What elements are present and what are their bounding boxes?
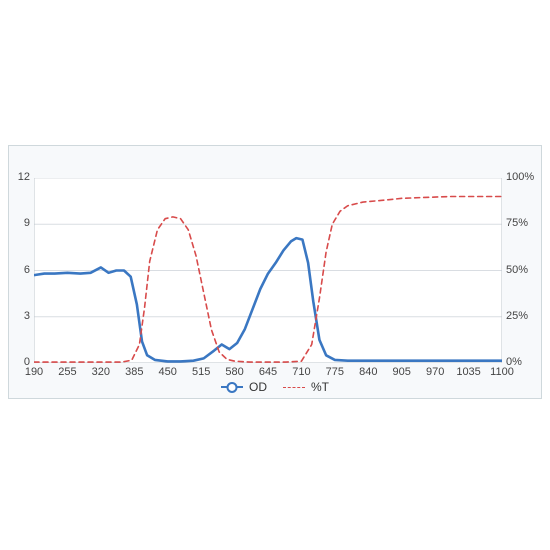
tick-label: 515 [192, 366, 210, 378]
tick-label: 385 [125, 366, 143, 378]
tick-label: 255 [58, 366, 76, 378]
tick-label: 50% [506, 264, 528, 276]
tick-label: 12 [18, 171, 30, 183]
tick-label: 710 [292, 366, 310, 378]
legend-swatch-t [283, 387, 305, 388]
legend-label-t: %T [311, 380, 329, 394]
legend-swatch-od [221, 386, 243, 388]
tick-label: 970 [426, 366, 444, 378]
tick-label: 3 [24, 310, 30, 322]
tick-label: 75% [506, 217, 528, 229]
tick-label: 840 [359, 366, 377, 378]
tick-label: 9 [24, 217, 30, 229]
tick-label: 320 [92, 366, 110, 378]
legend-item-od: OD [221, 380, 267, 394]
legend-label-od: OD [249, 380, 267, 394]
tick-label: 190 [25, 366, 43, 378]
chart-legend: OD %T [0, 380, 550, 394]
tick-label: 1100 [490, 366, 514, 378]
plot-area [34, 178, 502, 363]
tick-label: 1035 [456, 366, 480, 378]
tick-label: 580 [225, 366, 243, 378]
legend-item-t: %T [283, 380, 329, 394]
tick-label: 775 [326, 366, 344, 378]
tick-label: 100% [506, 171, 534, 183]
tick-label: 905 [393, 366, 411, 378]
tick-label: 6 [24, 264, 30, 276]
plot-svg [34, 178, 502, 363]
tick-label: 645 [259, 366, 277, 378]
tick-label: 450 [159, 366, 177, 378]
tick-label: 25% [506, 310, 528, 322]
